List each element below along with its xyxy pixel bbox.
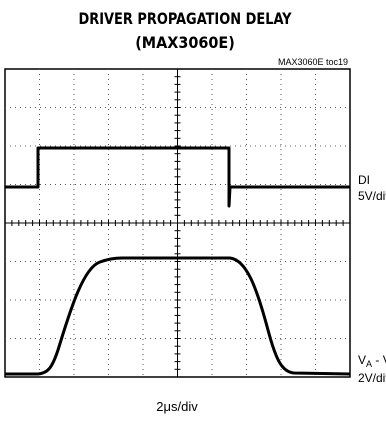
channel-name: DI bbox=[358, 173, 370, 187]
chart-title: DRIVER PROPAGATION DELAY bbox=[78, 9, 292, 28]
label-part: - V bbox=[372, 353, 386, 367]
channel-scale: 2V/div bbox=[358, 371, 386, 385]
figure-tag: MAX3060E toc19 bbox=[278, 57, 348, 67]
di-trace bbox=[5, 146, 350, 208]
channel-name: VA - VB bbox=[358, 353, 386, 369]
scope-screen bbox=[4, 68, 351, 378]
x-scale-label: 2μs/div bbox=[156, 399, 198, 414]
channel-scale: 5V/div bbox=[358, 189, 386, 203]
output-trace bbox=[5, 256, 351, 376]
label-part: V bbox=[358, 353, 366, 367]
chart-subtitle: (MAX3060E) bbox=[135, 33, 235, 52]
label-subscript: A bbox=[366, 359, 372, 369]
center-ticks bbox=[11, 76, 344, 370]
